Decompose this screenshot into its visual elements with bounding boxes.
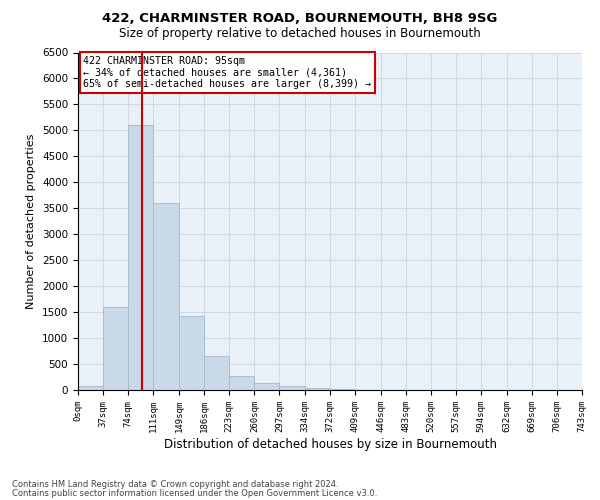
- Bar: [128, 125, 153, 390]
- Text: Contains public sector information licensed under the Open Government Licence v3: Contains public sector information licen…: [12, 489, 377, 498]
- Bar: [254, 383, 280, 390]
- Bar: [229, 376, 254, 390]
- Y-axis label: Number of detached properties: Number of detached properties: [26, 134, 37, 309]
- Text: Contains HM Land Registry data © Crown copyright and database right 2024.: Contains HM Land Registry data © Crown c…: [12, 480, 338, 489]
- Bar: [103, 307, 128, 390]
- Bar: [204, 356, 229, 390]
- Text: 422, CHARMINSTER ROAD, BOURNEMOUTH, BH8 9SG: 422, CHARMINSTER ROAD, BOURNEMOUTH, BH8 …: [103, 12, 497, 26]
- Bar: [305, 388, 331, 390]
- Text: 422 CHARMINSTER ROAD: 95sqm
← 34% of detached houses are smaller (4,361)
65% of : 422 CHARMINSTER ROAD: 95sqm ← 34% of det…: [83, 56, 371, 89]
- Bar: [179, 316, 204, 390]
- X-axis label: Distribution of detached houses by size in Bournemouth: Distribution of detached houses by size …: [163, 438, 497, 450]
- Bar: [280, 386, 305, 390]
- Bar: [153, 203, 179, 390]
- Bar: [78, 386, 103, 390]
- Text: Size of property relative to detached houses in Bournemouth: Size of property relative to detached ho…: [119, 28, 481, 40]
